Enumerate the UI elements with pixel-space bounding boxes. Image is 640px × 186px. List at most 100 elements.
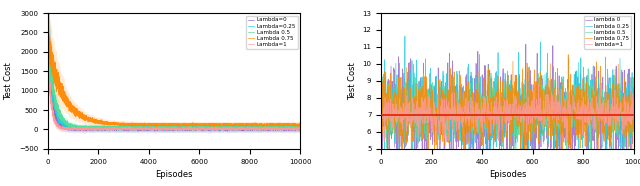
lambda 0.75	[393, 99, 401, 101]
Lambda 0.75	[211, 126, 218, 128]
Legend: lambda 0, lambda 0.25, lambda 0.5, lambda 0.75, lambda=1: lambda 0, lambda 0.25, lambda 0.5, lambd…	[584, 16, 631, 49]
lambda 0.5	[601, 98, 609, 100]
lambda 0.5	[584, 129, 591, 131]
lambda 0	[378, 121, 385, 123]
Lambda=0.25	[296, 127, 304, 129]
Lambda 0.75	[44, 41, 52, 43]
lambda 0.5	[630, 110, 637, 112]
lambda 0.5	[618, 99, 625, 101]
Lambda=1	[93, 128, 101, 130]
X-axis label: Episodes: Episodes	[156, 170, 193, 179]
Lambda=0	[93, 126, 101, 129]
Line: lambda 0.75: lambda 0.75	[381, 55, 634, 149]
X-axis label: Episodes: Episodes	[489, 170, 526, 179]
Lambda=1	[54, 125, 62, 127]
Lambda=0	[60, 125, 67, 128]
Lambda 0.75	[168, 123, 175, 126]
lambda 0.25	[575, 61, 582, 64]
Lambda 0.75	[45, 47, 53, 50]
Line: lambda 0.5: lambda 0.5	[381, 69, 634, 149]
Lambda 0.5	[54, 106, 62, 108]
Line: Lambda=0: Lambda=0	[48, 15, 300, 131]
Lambda=0.25	[161, 129, 168, 132]
Lambda 0.5	[44, 29, 52, 32]
lambda=1	[378, 129, 385, 131]
Lambda 0.5	[131, 129, 139, 132]
Lambda 0.5	[296, 126, 304, 129]
Lambda=1	[45, 75, 53, 77]
lambda 0	[584, 114, 591, 117]
lambda 0.5	[584, 68, 592, 70]
lambda 0.25	[429, 133, 436, 135]
lambda 0.5	[574, 88, 582, 90]
Lambda 0.5	[45, 50, 53, 52]
Lambda=0	[223, 130, 231, 132]
Line: Lambda 0.5: Lambda 0.5	[48, 31, 300, 131]
lambda=1	[413, 83, 421, 85]
lambda=1	[630, 116, 637, 118]
Lambda=1	[296, 128, 304, 131]
Lambda=1	[60, 126, 67, 128]
lambda 0.25	[378, 126, 385, 128]
Lambda=0.25	[93, 128, 101, 130]
Lambda=0.25	[284, 128, 291, 130]
lambda=1	[393, 112, 401, 115]
lambda 0.75	[429, 123, 436, 125]
lambda 0	[379, 148, 387, 150]
lambda=1	[601, 120, 609, 123]
Lambda=0.25	[60, 123, 67, 125]
lambda 0	[618, 107, 625, 109]
Lambda 0.75	[60, 92, 67, 94]
lambda 0.25	[601, 100, 609, 102]
Lambda=1	[168, 128, 175, 130]
lambda 0	[601, 111, 609, 114]
lambda 0.75	[564, 54, 572, 56]
Lambda 0.75	[296, 123, 304, 125]
lambda 0.75	[575, 105, 582, 108]
lambda 0.75	[378, 99, 385, 101]
Lambda 0.5	[60, 118, 67, 120]
lambda 0.5	[393, 124, 401, 126]
Line: Lambda 0.75: Lambda 0.75	[48, 31, 300, 127]
Lambda 0.75	[54, 84, 62, 86]
Lambda 0.5	[168, 126, 175, 128]
Lambda 0.5	[44, 51, 52, 53]
Y-axis label: Test Cost: Test Cost	[4, 62, 13, 100]
lambda 0	[575, 127, 582, 129]
Lambda=1	[257, 130, 265, 132]
lambda 0.25	[381, 148, 388, 150]
lambda 0.75	[618, 129, 625, 131]
Lambda=0	[44, 14, 52, 16]
Lambda=1	[44, 44, 52, 46]
Lambda=0.25	[44, 36, 52, 38]
lambda 0.25	[630, 94, 637, 97]
lambda 0.5	[429, 121, 436, 123]
Line: Lambda=0.25: Lambda=0.25	[48, 23, 300, 131]
lambda 0	[429, 97, 436, 99]
lambda=1	[584, 101, 591, 103]
Legend: Lambda=0, Lambda=0.25, Lambda 0.5, Lambda 0.75, Lambda=1: Lambda=0, Lambda=0.25, Lambda 0.5, Lambd…	[246, 16, 298, 49]
Lambda=0.25	[168, 126, 175, 128]
Lambda 0.5	[284, 127, 291, 129]
Lambda 0.75	[284, 124, 291, 127]
Line: lambda=1: lambda=1	[381, 84, 634, 141]
lambda 0.25	[393, 87, 401, 89]
Lambda 0.75	[93, 121, 101, 123]
lambda 0	[630, 87, 637, 89]
lambda=1	[429, 125, 436, 127]
Lambda=0	[284, 127, 291, 130]
Lambda=1	[284, 128, 291, 130]
lambda 0.75	[584, 119, 591, 121]
lambda=1	[575, 98, 582, 101]
Lambda=1	[44, 39, 52, 42]
lambda 0	[393, 123, 401, 125]
lambda=1	[618, 120, 625, 122]
Lambda=0	[45, 61, 53, 63]
lambda 0	[522, 43, 530, 45]
lambda 0.25	[618, 69, 625, 71]
Line: Lambda=1: Lambda=1	[48, 41, 300, 131]
lambda 0.5	[398, 148, 406, 150]
Lambda=0.25	[54, 119, 62, 122]
lambda 0.75	[601, 128, 609, 131]
Lambda 0.5	[93, 126, 101, 129]
